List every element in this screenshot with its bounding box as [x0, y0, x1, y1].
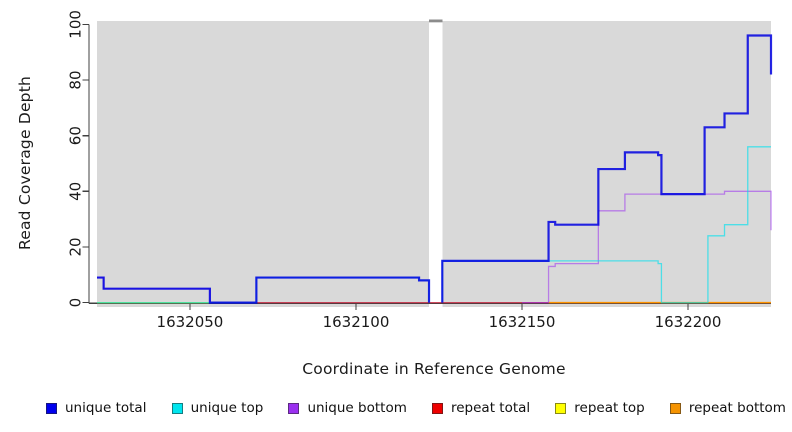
x-tick-label: 1632050	[157, 313, 224, 331]
legend-swatch	[555, 402, 567, 414]
x-tick-label: 1632100	[323, 313, 390, 331]
legend-swatch	[669, 402, 681, 414]
legend-label: unique bottom	[307, 400, 407, 416]
legend-swatch	[46, 402, 57, 414]
legend-label: unique top	[190, 400, 264, 416]
y-tick-label: 20	[67, 237, 85, 256]
legend-swatch	[431, 402, 443, 414]
legend-item-repeat-bottom: repeat bottom	[669, 400, 786, 416]
legend-item-repeat-top: repeat top	[555, 400, 645, 416]
coverage-gap-cap	[429, 19, 443, 22]
legend-label: repeat top	[574, 400, 645, 416]
legend-item-unique-top: unique top	[171, 400, 264, 416]
y-tick-label: 0	[67, 298, 85, 308]
legend-swatch	[288, 402, 300, 414]
x-axis-title: Coordinate in Reference Genome	[302, 360, 566, 378]
y-tick-label: 40	[67, 182, 85, 201]
y-tick-label: 80	[67, 70, 85, 89]
series-unique-top	[441, 146, 771, 304]
legend-item-unique-bottom: unique bottom	[288, 400, 407, 416]
legend-swatch	[171, 402, 183, 414]
y-tick-label: 60	[67, 126, 85, 145]
x-tick-label: 1632150	[489, 313, 556, 331]
y-tick-label: 100	[67, 10, 85, 39]
x-tick-label: 1632200	[655, 313, 722, 331]
legend-item-repeat-total: repeat total	[431, 400, 531, 416]
legend-label: repeat total	[450, 400, 531, 416]
series-unique-total	[97, 276, 431, 304]
legend: unique total unique top unique bottom repea…	[46, 397, 786, 419]
legend-label: unique total	[65, 400, 147, 416]
legend-item-unique-total: unique total	[46, 400, 146, 416]
series-unique-total	[441, 34, 773, 303]
legend-label: repeat bottom	[688, 400, 786, 416]
coverage-gap	[429, 23, 443, 307]
y-axis-title: Read Coverage Depth	[16, 75, 34, 251]
